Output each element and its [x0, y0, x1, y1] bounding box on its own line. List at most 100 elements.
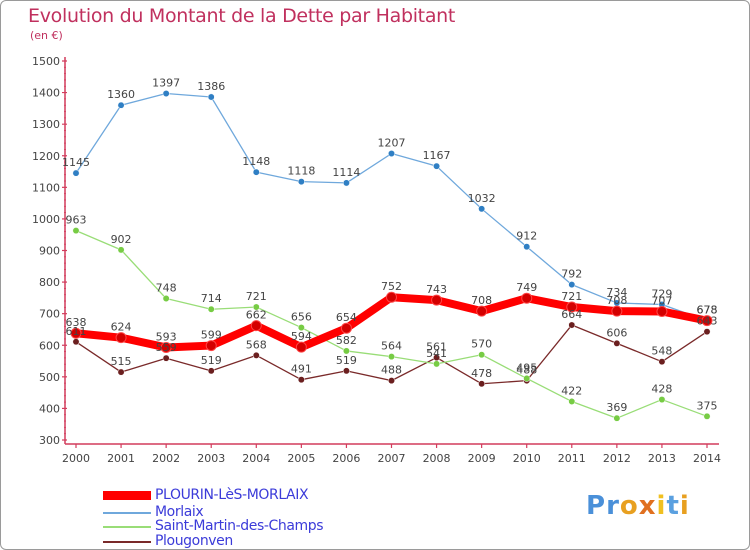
- y-tick-label: 1000: [32, 213, 60, 226]
- data-label: 561: [426, 341, 447, 354]
- legend-swatch: [103, 526, 151, 528]
- data-point: [72, 227, 80, 235]
- data-point: [160, 341, 172, 353]
- data-point: [252, 303, 260, 311]
- data-label: 548: [651, 345, 672, 358]
- data-label: 375: [697, 399, 718, 412]
- data-label: 1145: [62, 156, 90, 169]
- y-tick-label: 700: [39, 308, 60, 321]
- data-point: [521, 292, 533, 304]
- series-line: [75, 229, 708, 419]
- data-point: [207, 93, 215, 101]
- y-tick-label: 500: [39, 371, 60, 384]
- y-tick-label: 1400: [32, 87, 60, 100]
- data-point: [162, 90, 170, 97]
- chart-title: Evolution du Montant de la Dette par Hab…: [28, 5, 456, 27]
- x-tick-label: 2011: [558, 452, 586, 465]
- x-tick-label: 2012: [603, 452, 631, 465]
- data-point: [297, 178, 305, 186]
- series-3: [72, 227, 711, 422]
- logo-letter: P: [586, 491, 607, 521]
- y-tick-label: 1300: [32, 118, 60, 131]
- data-point: [295, 341, 307, 353]
- legend-swatch: [103, 512, 151, 514]
- data-label: 902: [111, 233, 132, 246]
- data-point: [117, 246, 125, 254]
- data-point: [568, 281, 576, 289]
- data-point: [72, 169, 80, 177]
- chart-axes: 300 400 500 600 700 800 900 1000 1100 1200 1300 140…: [32, 55, 721, 465]
- data-point: [613, 339, 621, 347]
- data-label: 749: [516, 281, 537, 294]
- x-tick-label: 2002: [152, 452, 180, 465]
- data-point: [478, 380, 486, 388]
- y-tick-label: 400: [39, 402, 60, 415]
- data-point: [207, 367, 215, 375]
- legend-swatch: [103, 541, 151, 543]
- data-label: 488: [381, 364, 402, 377]
- data-label: 1114: [332, 166, 360, 179]
- data-label: 564: [381, 340, 402, 353]
- data-point: [388, 377, 395, 385]
- data-point: [117, 368, 125, 376]
- data-label: 1397: [152, 77, 180, 90]
- data-point: [70, 327, 82, 339]
- data-point: [703, 328, 711, 336]
- data-point: [252, 168, 260, 176]
- data-label: 714: [201, 292, 222, 305]
- data-point: [117, 101, 125, 109]
- x-tick-label: 2006: [332, 452, 360, 465]
- data-point: [388, 353, 395, 361]
- data-label: 519: [201, 354, 222, 367]
- data-label: 1118: [287, 165, 315, 178]
- data-point: [250, 320, 262, 332]
- data-label: 593: [156, 330, 177, 343]
- data-label: 963: [66, 214, 87, 227]
- data-label: 611: [66, 325, 87, 338]
- logo-letter: o: [619, 491, 639, 521]
- data-point: [207, 305, 215, 313]
- data-point: [342, 179, 350, 187]
- data-label: 734: [606, 286, 627, 299]
- chart-unit: (en €): [30, 29, 63, 42]
- y-tick-label: 300: [39, 434, 60, 447]
- data-point: [478, 205, 486, 213]
- data-label: 495: [516, 361, 537, 374]
- data-label: 1032: [468, 192, 496, 205]
- legend-label: Saint-Martin-des-Champs: [155, 518, 324, 534]
- y-tick-label: 1500: [32, 55, 60, 68]
- logo-letter: x: [638, 491, 657, 521]
- data-label: 606: [606, 326, 627, 339]
- y-tick-label: 1200: [32, 150, 60, 163]
- data-label: 656: [291, 311, 312, 324]
- data-label: 662: [246, 309, 267, 322]
- data-label: 721: [561, 290, 582, 303]
- x-tick-label: 2013: [648, 452, 676, 465]
- data-point: [611, 305, 623, 317]
- data-label: 654: [336, 311, 357, 324]
- x-tick-label: 2009: [468, 452, 496, 465]
- data-point: [340, 322, 352, 334]
- data-point: [115, 332, 127, 344]
- data-point: [162, 295, 170, 302]
- x-tick-label: 2010: [513, 452, 541, 465]
- x-tick-label: 2005: [287, 452, 315, 465]
- data-point: [523, 374, 531, 382]
- data-point: [476, 305, 488, 317]
- x-tick-label: 2001: [107, 452, 135, 465]
- data-point: [205, 340, 217, 352]
- data-label: 643: [697, 315, 718, 328]
- x-tick-label: 2014: [693, 452, 721, 465]
- legend-label: Morlaix: [155, 504, 204, 520]
- data-point: [568, 398, 576, 405]
- y-tick-label: 800: [39, 276, 60, 289]
- data-point: [431, 294, 443, 306]
- data-point: [162, 354, 170, 362]
- data-label: 1386: [197, 80, 225, 93]
- data-point: [701, 315, 713, 327]
- data-label: 1167: [423, 149, 451, 162]
- data-label: 708: [471, 294, 492, 307]
- data-point: [703, 412, 711, 420]
